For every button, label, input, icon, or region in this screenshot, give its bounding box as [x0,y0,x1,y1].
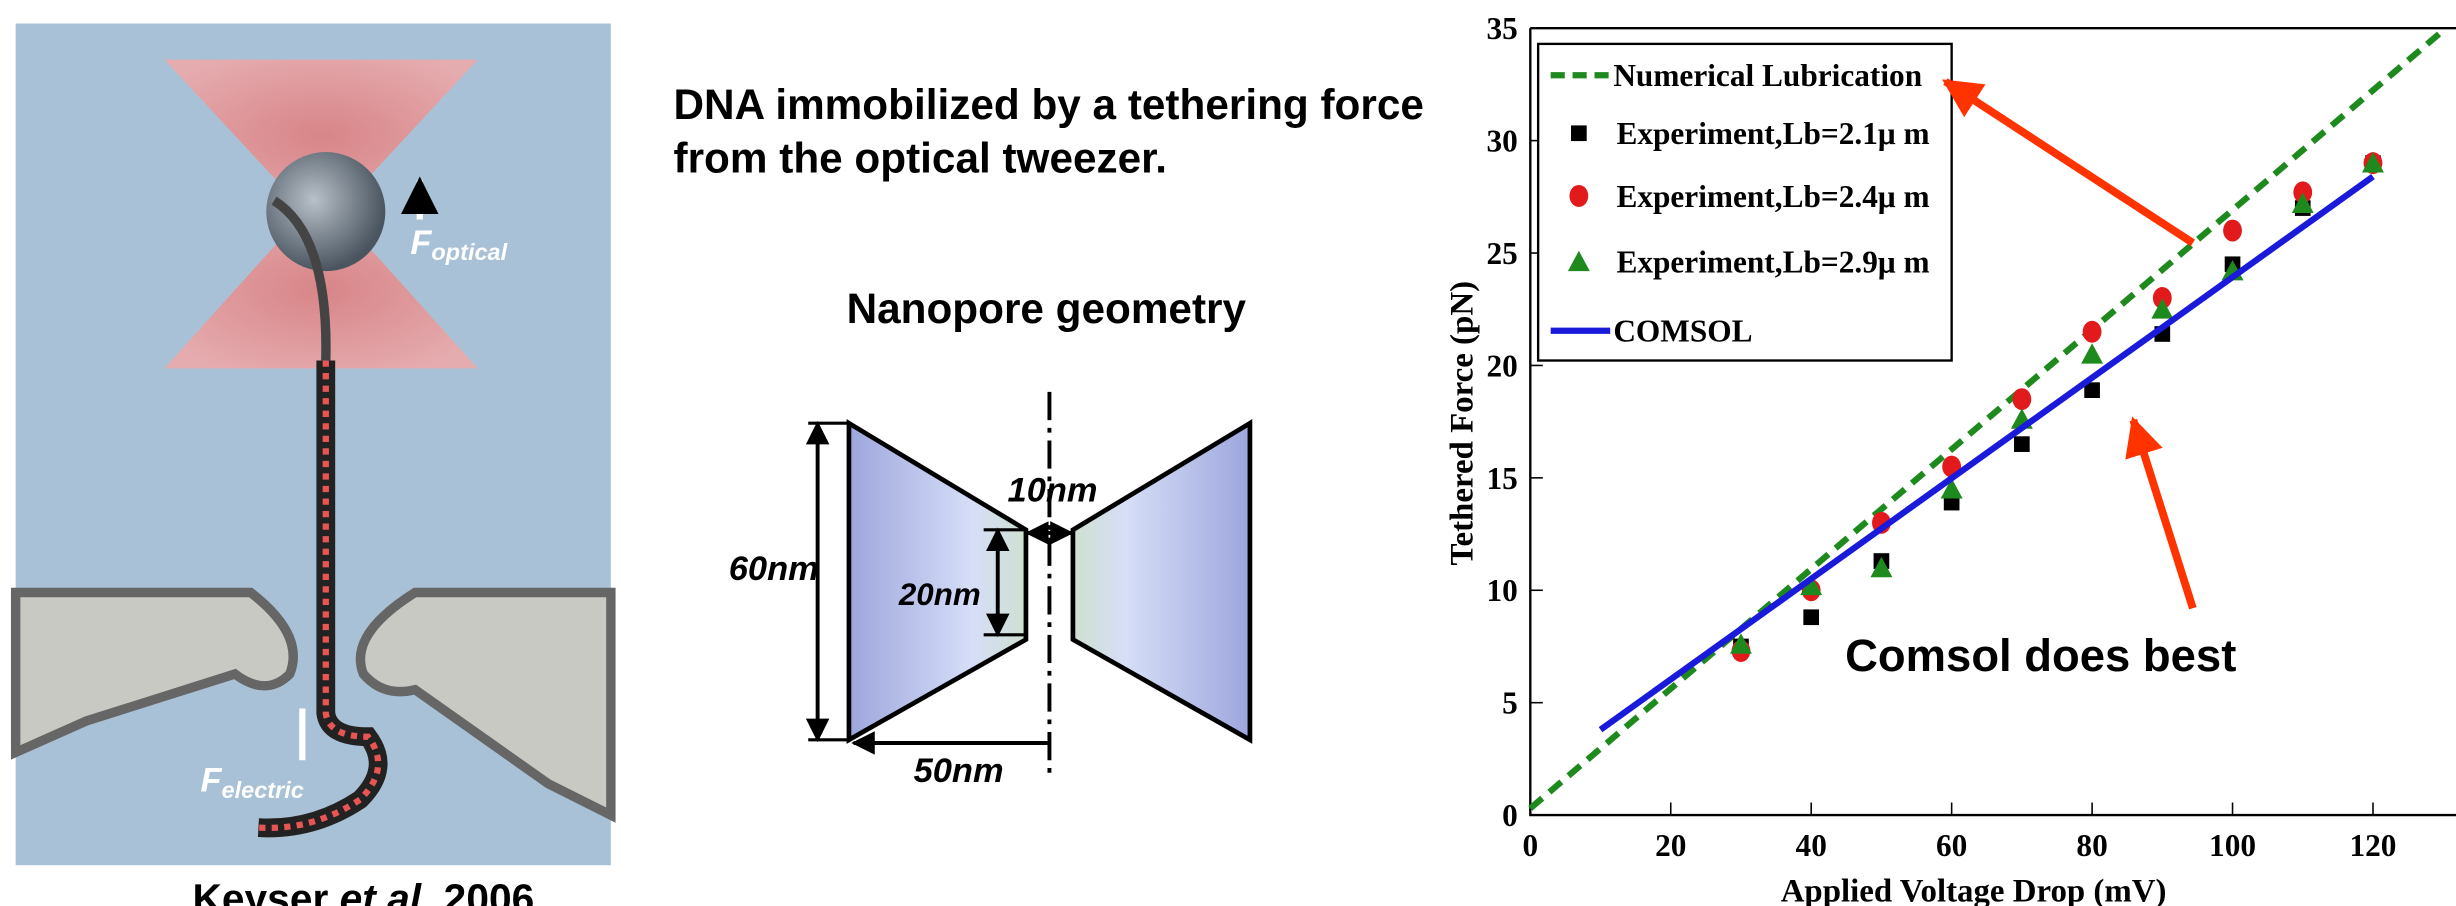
force-subscript: electric [222,777,304,803]
y-tick-label: 30 [1486,124,1517,159]
point [1730,633,1752,654]
series-line [1598,174,2375,733]
x-tick-label: 80 [2076,828,2107,863]
point [1940,478,1963,499]
y-axis-label: Tethered Force (pN) [1444,281,1480,565]
y-tick-label: 25 [1486,236,1517,271]
point [1569,184,1589,207]
annotation: Comsol does best [1845,630,2236,681]
dimension-label: 60nm [729,550,819,588]
force-label: Foptical [410,224,507,265]
dimension-label: 50nm [914,752,1004,790]
point [2223,219,2242,242]
description-box: DNA immobilized by a tethering force fro… [673,81,1424,182]
force-symbol: F [410,224,432,262]
x-tick-label: 120 [2349,828,2396,863]
legend-label: Experiment,Lb=2.4μ m [1616,179,1929,214]
y-tick-label: 10 [1486,573,1517,608]
x-tick-label: 20 [1655,828,1686,863]
point [2151,298,2174,319]
x-tick-label: 100 [2209,828,2256,863]
citation-etal: et al. [340,875,433,906]
y-tick-label: 20 [1486,348,1517,383]
annotation-arrow [1942,78,2195,247]
illustration: Foptical Felectric Keyser et al. 2006 [10,23,616,906]
force-label: Felectric [200,762,303,803]
y-tick-label: 15 [1486,461,1517,496]
point [1803,609,1820,626]
legend-label: Experiment,Lb=2.1μ m [1616,116,1929,151]
point [1567,250,1590,272]
chart: 0 20 40 60 80 100 120 0 5 10 15 20 25 30 35 Applied Vol… [1444,11,2456,906]
x-axis-label: Applied Voltage Drop (mV) [1781,873,2167,906]
y-tick-label: 5 [1502,686,1518,721]
citation-year: 2006 [432,875,534,906]
point [1800,574,1823,596]
citation-author: Keyser [193,875,340,906]
point [2081,343,2104,364]
legend-label: Numerical Lubrication [1613,58,1922,93]
force-subscript: optical [431,239,507,265]
point [2084,382,2100,399]
legend-box [1536,42,1953,362]
geometry-diagram: Nanopore geometry 10nm 60nm 20nm 50nm [729,285,1253,790]
point [2291,192,2314,213]
point [2293,181,2313,204]
citation: Keyser et al. 2006 [193,875,535,906]
geometry-title: Nanopore geometry [847,285,1247,332]
point [1943,494,1960,511]
point [2082,320,2102,343]
y-tick-label: 35 [1486,11,1517,46]
annotation-arrow [2125,416,2197,610]
dimension-label: 20nm [898,577,981,612]
x-tick-label: 60 [1936,828,1967,863]
legend-label: Experiment,Lb=2.9μ m [1616,245,1929,280]
x-tick-label: 40 [1796,828,1827,863]
dimension-label: 10nm [1008,472,1098,510]
point [1870,556,1893,578]
x-tick-label: 0 [1522,828,1538,863]
y-tick-label: 0 [1502,798,1518,833]
force-symbol: F [200,762,222,800]
legend-label: COMSOL [1613,314,1752,349]
point [2014,436,2030,452]
description: DNA immobilized by a tethering force fro… [673,81,1424,182]
point [2152,287,2172,309]
point [2012,388,2032,411]
point [2362,152,2384,173]
point [1571,125,1587,142]
